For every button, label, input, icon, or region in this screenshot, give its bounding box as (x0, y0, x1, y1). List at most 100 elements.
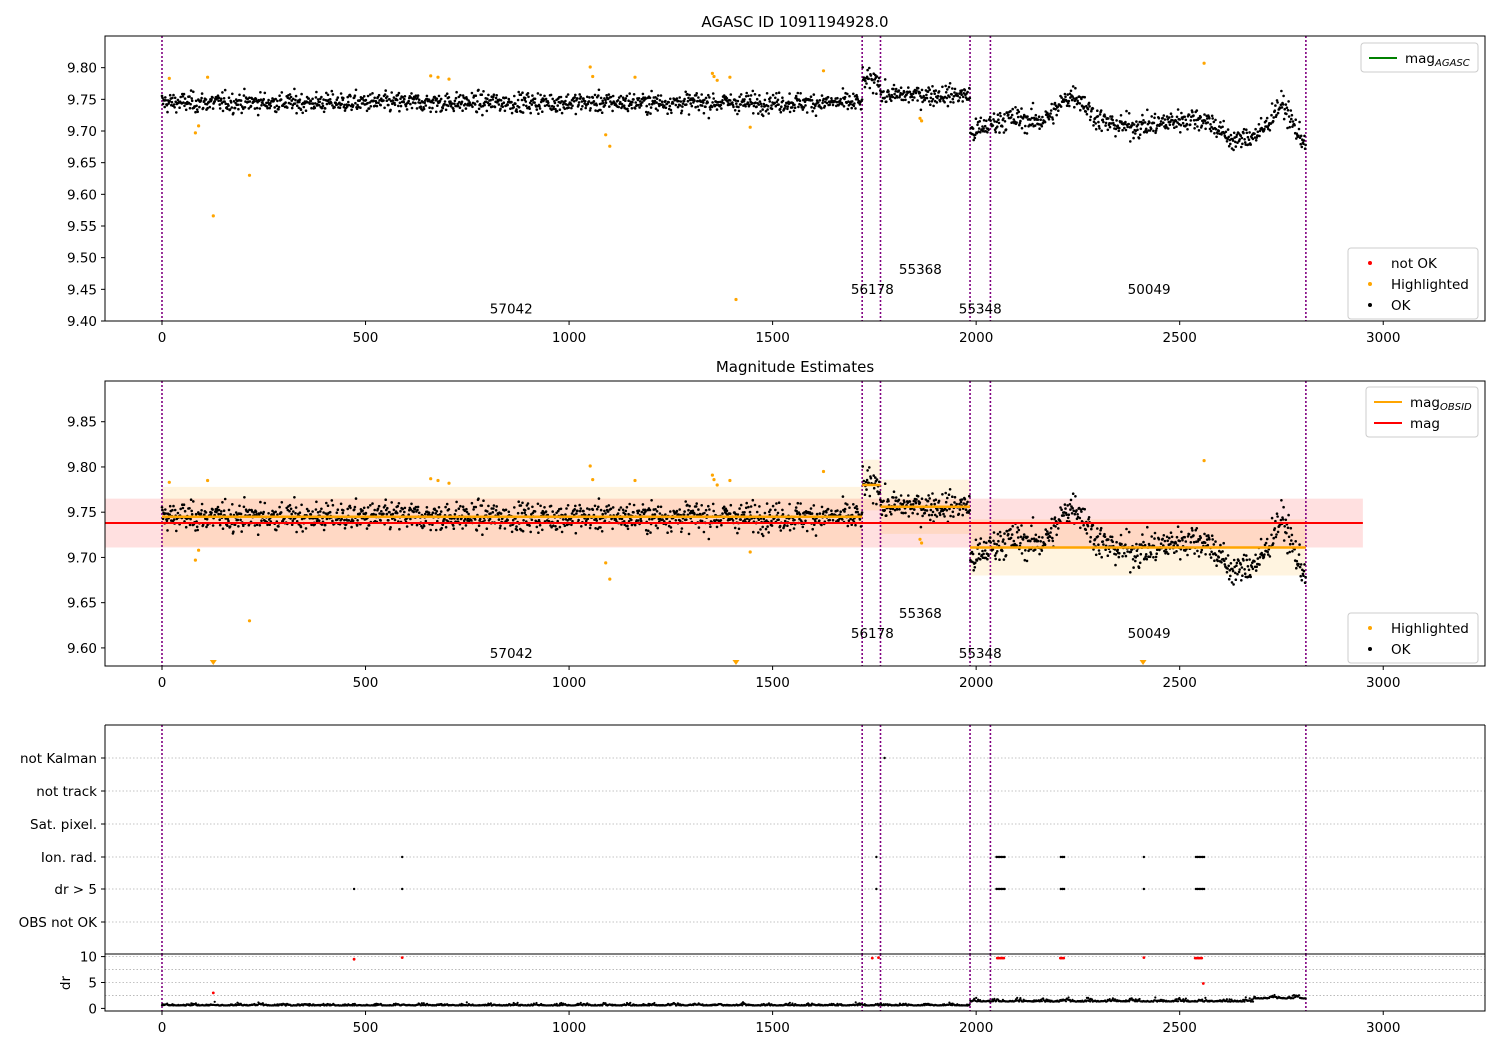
ok-point (1197, 555, 1201, 558)
ok-point (1286, 108, 1290, 112)
ok-point (1200, 548, 1204, 552)
ok-point (239, 518, 242, 522)
ok-point (697, 96, 700, 99)
ok-point (899, 86, 903, 89)
ok-point (269, 102, 272, 105)
obsid-label: 57042 (490, 301, 533, 317)
ok-point (892, 87, 895, 91)
ok-point (670, 530, 673, 533)
ok-point (978, 542, 981, 545)
ok-point (947, 493, 951, 497)
ok-point (1162, 114, 1166, 117)
ok-point (875, 478, 879, 481)
ok-point (1254, 127, 1257, 131)
ok-point (1075, 96, 1078, 100)
ok-point (617, 96, 621, 99)
ok-point (523, 511, 526, 515)
ok-point (1084, 110, 1088, 113)
ok-point (683, 97, 686, 101)
ok-point (255, 523, 259, 527)
ok-point (1038, 127, 1041, 130)
ok-point (188, 95, 191, 98)
ok-point (1054, 520, 1058, 523)
ok-point (928, 497, 931, 500)
ok-point (1069, 89, 1073, 93)
ok-point (1148, 555, 1152, 559)
ok-point (483, 103, 486, 107)
ok-point (622, 511, 625, 514)
ok-point (453, 102, 456, 105)
ok-point (1143, 543, 1147, 547)
ok-point (686, 513, 690, 517)
ok-point (704, 508, 708, 512)
ok-point (915, 89, 918, 92)
ok-point (425, 506, 429, 509)
ok-point (594, 109, 597, 112)
ok-point (1175, 115, 1179, 119)
ok-point (1254, 139, 1258, 142)
ok-point (288, 503, 292, 507)
ok-point (396, 93, 400, 97)
ok-point (792, 109, 796, 113)
ok-point (1171, 119, 1174, 122)
highlighted-point (436, 75, 440, 79)
ok-point (530, 518, 534, 522)
ok-point (1141, 113, 1144, 117)
ok-point (1264, 541, 1268, 545)
ok-point (951, 510, 955, 514)
ok-point (362, 95, 366, 98)
ok-point (353, 94, 357, 97)
ok-point (226, 107, 229, 111)
ok-point (258, 107, 262, 110)
ok-point (745, 91, 748, 95)
ok-point (767, 531, 770, 534)
ok-point (493, 105, 497, 109)
ok-point (716, 100, 720, 104)
ok-point (201, 523, 205, 526)
ok-point (1037, 535, 1041, 539)
ok-point (238, 504, 241, 508)
ok-point (761, 108, 764, 111)
ok-point (275, 528, 278, 532)
ok-point (513, 506, 516, 509)
ok-point (1090, 527, 1093, 531)
ok-point (531, 94, 534, 97)
highlighted-point (211, 214, 215, 218)
ok-point (1229, 574, 1232, 578)
ok-point (1280, 499, 1283, 502)
ok-point (711, 502, 715, 506)
ok-point (1101, 540, 1105, 543)
ok-point (770, 107, 774, 111)
ok-point (1178, 118, 1182, 121)
ok-point (649, 112, 652, 115)
ok-point (902, 511, 905, 515)
ok-point (837, 519, 840, 523)
ok-point (1113, 548, 1117, 551)
ok-point (963, 88, 967, 92)
ok-point (1026, 115, 1029, 118)
ok-point (999, 114, 1002, 118)
ok-point (1098, 552, 1101, 555)
ok-point (386, 95, 389, 98)
ok-point (799, 502, 802, 505)
ok-point (355, 107, 359, 110)
ok-point (441, 523, 445, 526)
ok-point (1097, 120, 1100, 124)
ok-point (482, 499, 485, 503)
ok-point (421, 526, 424, 530)
ok-point (968, 96, 972, 100)
ok-point (719, 103, 723, 107)
ok-point (875, 502, 878, 506)
ok-point (573, 508, 576, 511)
ok-point (627, 520, 631, 523)
ok-point (1029, 118, 1032, 121)
ok-point (253, 524, 257, 527)
ok-point (1210, 125, 1213, 129)
ok-point (1066, 101, 1070, 105)
ok-point (1204, 127, 1207, 131)
ok-point (1085, 532, 1089, 535)
ok-point (944, 491, 947, 495)
ok-point (1270, 113, 1273, 117)
ok-point (971, 560, 974, 564)
